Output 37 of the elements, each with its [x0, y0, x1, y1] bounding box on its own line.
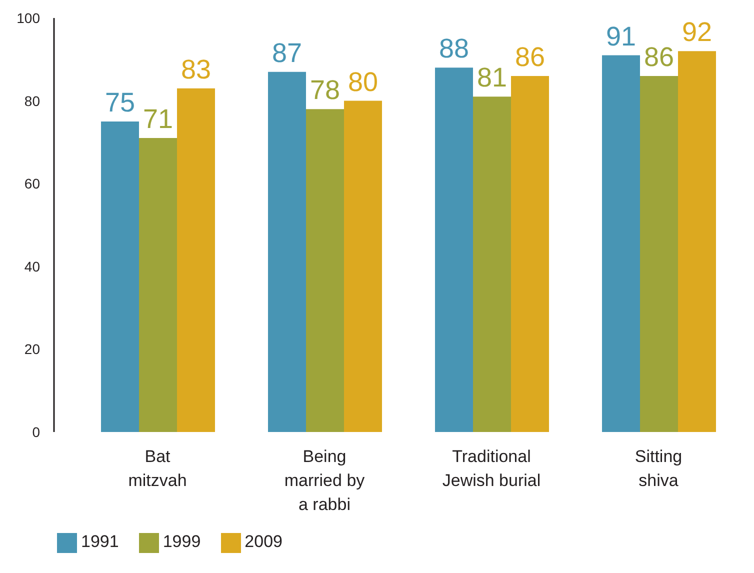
legend-label: 1991: [81, 532, 119, 551]
bar: [511, 76, 549, 432]
x-tick-label: Sitting shiva: [634, 447, 682, 490]
legend-label: 2009: [244, 532, 282, 551]
bar: [344, 100, 382, 432]
data-label: 75: [104, 88, 136, 118]
y-tick-label: 80: [24, 92, 40, 109]
bar: [268, 72, 306, 432]
data-label: 87: [272, 38, 302, 68]
data-label: 81: [476, 62, 508, 93]
data-label: 80: [348, 66, 378, 97]
bar: [602, 55, 640, 432]
y-tick-label: 100: [16, 10, 40, 26]
bar: [139, 138, 177, 432]
x-tick-label: Traditional Jewish burial: [442, 447, 541, 490]
data-label: 92: [682, 17, 712, 48]
data-label: 91: [606, 21, 636, 52]
data-label: 83: [180, 54, 212, 84]
data-label: 88: [438, 34, 470, 64]
data-label: 86: [514, 42, 546, 72]
bar: [678, 51, 716, 432]
y-tick-label: 20: [24, 341, 40, 358]
y-tick-label: 0: [32, 424, 40, 440]
bar: [640, 76, 678, 432]
bar: [306, 109, 344, 432]
x-tick-label: Bat mitzvah: [128, 447, 187, 490]
data-label: 78: [310, 75, 340, 106]
legend-label: 1999: [162, 532, 201, 551]
x-tick-label: Being married by a rabbi: [284, 447, 366, 514]
y-tick-label: 60: [24, 176, 40, 192]
bar: [101, 122, 139, 432]
bar: [435, 68, 473, 432]
bar: [177, 88, 215, 432]
bar: [473, 96, 511, 432]
y-tick-label: 40: [24, 258, 40, 274]
data-label: 71: [142, 104, 174, 134]
data-label: 86: [644, 42, 674, 72]
